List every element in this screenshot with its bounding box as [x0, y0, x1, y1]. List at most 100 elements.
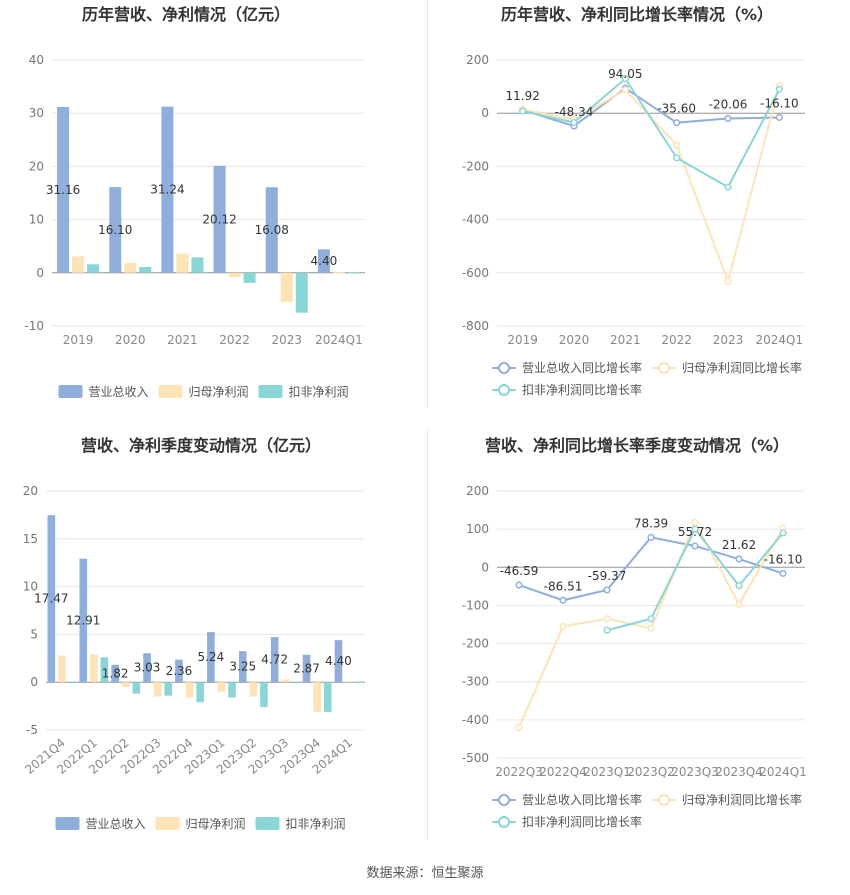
series-point-1: [735, 555, 743, 563]
series-point-2: [691, 518, 699, 526]
data-source: 数据来源：恒生聚源: [366, 866, 484, 881]
legend-label: 扣非净利润同比增长率: [522, 814, 642, 829]
legend-marker: [658, 362, 670, 374]
bar-1: [175, 659, 183, 683]
legend-label: 扣非净利润: [286, 817, 346, 831]
y-tick-label: 0: [30, 675, 38, 689]
x-tick-label: 2023Q4: [715, 765, 763, 779]
legend: 营业总收入 归母净利润 扣非净利润: [58, 385, 349, 399]
series-line-3: [522, 77, 781, 189]
y-tick-label: -5: [26, 723, 38, 737]
chart-title: 营收、净利季度变动情况（亿元）: [81, 436, 321, 455]
point-value-label: -86.51: [544, 579, 583, 593]
bar-2: [249, 682, 258, 697]
bar-value-label: 1.82: [102, 667, 129, 681]
series-point-2: [515, 723, 523, 732]
bar-2: [72, 256, 85, 273]
legend-label: 归母净利润: [189, 385, 249, 399]
bar-value-label: 5.24: [197, 650, 224, 664]
x-tick-label: 2019: [63, 333, 94, 347]
bar-1: [238, 651, 247, 683]
bar-2: [58, 655, 66, 683]
y-tick-label: -600: [462, 266, 489, 280]
series-point-1: [724, 114, 732, 123]
x-tick-label: 2023Q1: [583, 765, 631, 779]
bar-3: [139, 266, 152, 273]
legend-marker: [498, 362, 510, 374]
series-point-3: [621, 75, 629, 83]
bar-2: [345, 681, 353, 683]
bar-2: [90, 654, 98, 683]
series-point-1: [673, 119, 681, 127]
bar-3: [191, 257, 204, 273]
bar-3: [196, 682, 204, 703]
series-point-2: [735, 600, 743, 608]
x-tick-label: 2023Q2: [627, 765, 675, 779]
x-tick-label: 2022: [219, 333, 250, 347]
point-value-label: -48.34: [555, 105, 594, 119]
series-point-3: [603, 626, 611, 634]
legend-swatch: [155, 817, 180, 830]
chart-title: 历年营收、净利情况（亿元）: [82, 5, 290, 24]
bar-1: [317, 249, 330, 273]
x-tick-label: 2023: [713, 333, 744, 347]
series-point-2: [603, 615, 611, 623]
x-tick-label: 2022Q3: [495, 765, 543, 779]
series-point-2: [647, 624, 655, 632]
point-value-label: -59.37: [588, 569, 627, 583]
bar-3: [292, 682, 300, 684]
bar-value-label: 2.36: [166, 664, 193, 678]
bar-1: [47, 515, 56, 683]
y-tick-label: -500: [462, 751, 489, 765]
series-point-3: [779, 529, 787, 537]
point-value-label: 55.72: [678, 525, 712, 539]
bar-value-label: 4.40: [311, 254, 338, 268]
vertical-divider-bottom: [427, 430, 428, 840]
y-tick-label: -100: [462, 598, 489, 612]
y-tick-label: -400: [462, 713, 489, 727]
bar-1: [270, 637, 279, 683]
bar-1: [79, 558, 88, 683]
point-value-label: 21.62: [722, 538, 756, 552]
x-tick-label: 2024Q1: [315, 333, 363, 347]
point-value-label: -35.60: [657, 102, 696, 116]
bar-3: [228, 682, 236, 698]
bar-1: [161, 106, 174, 273]
series-point-1: [691, 542, 699, 550]
bar-2: [281, 679, 290, 683]
legend-label: 营业总收入: [86, 817, 146, 831]
y-tick-label: 0: [481, 106, 489, 120]
bar-value-label: 4.40: [325, 654, 352, 668]
legend-swatch: [58, 385, 83, 398]
x-tick-label: 2021: [610, 333, 641, 347]
legend-label: 归母净利润: [186, 817, 246, 831]
legend-label: 归母净利润同比增长率: [682, 792, 802, 807]
legend-label: 归母净利润同比增长率: [682, 360, 802, 375]
legend-swatch: [55, 817, 80, 830]
series-point-3: [735, 582, 743, 590]
series-point-3: [647, 615, 655, 623]
bar-3: [323, 682, 332, 712]
bar-1: [111, 664, 119, 683]
bar-3: [68, 682, 77, 684]
legend-swatch: [255, 817, 280, 830]
bar-3: [355, 681, 364, 683]
legend-label: 营业总收入同比增长率: [522, 360, 642, 375]
bar-value-label: 16.10: [98, 223, 132, 237]
series-point-1: [515, 581, 523, 589]
chart-1: 历年营收、净利情况（亿元） -10 0 10 20 30 40 2019 2020 2021 202…: [24, 5, 365, 399]
bar-value-label: 3.03: [134, 661, 161, 675]
legend-swatch: [158, 385, 183, 398]
y-tick-label: 5: [30, 627, 38, 641]
y-tick-label: -300: [462, 675, 489, 689]
bar-value-label: 31.16: [46, 183, 80, 197]
y-tick-label: 10: [29, 213, 44, 227]
bar-1: [207, 632, 215, 683]
series-point-2: [621, 86, 629, 94]
y-tick-label: 200: [466, 53, 489, 67]
bar-2: [185, 682, 194, 698]
